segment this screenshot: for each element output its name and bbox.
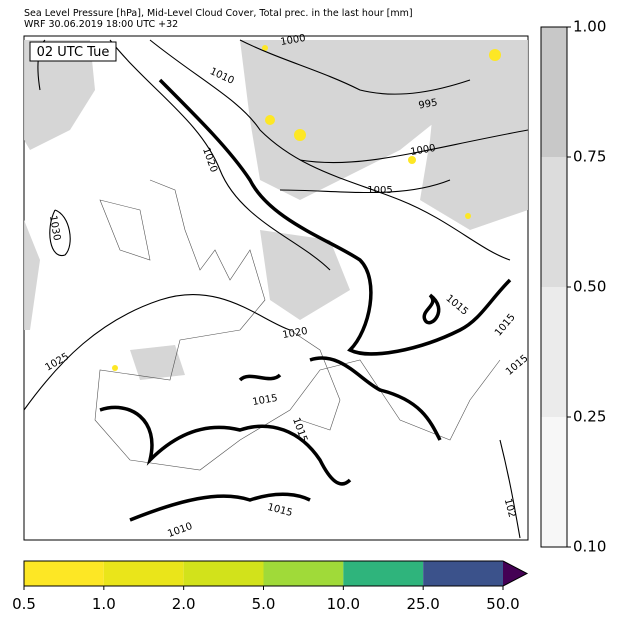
- time-label-box: [29, 41, 117, 62]
- subtitle: WRF 30.06.2019 18:00 UTC +32: [24, 19, 178, 30]
- colorbar-tick-label: 0.75: [573, 148, 606, 166]
- colorbar-segment: [541, 157, 567, 287]
- colorbar-tick-label: 2.0: [172, 595, 196, 613]
- isobar-label: 1015: [252, 393, 279, 408]
- colorbar-segment: [541, 27, 567, 157]
- colorbar-segment: [423, 561, 503, 586]
- isobar-label: 995: [418, 97, 439, 111]
- precip-colorbar: 0.5 1.0 2.0 5.0 10.0 25.0 50.0: [12, 560, 529, 613]
- isobar-label: 1005: [367, 185, 392, 196]
- isobar-label: 1030: [47, 215, 62, 242]
- colorbar-tick-label: 0.10: [573, 538, 606, 556]
- isobar-label: 102: [502, 497, 518, 518]
- colorbar-tick-label: 50.0: [486, 595, 519, 613]
- colorbar-tick-label: 5.0: [252, 595, 276, 613]
- colorbar-tick-label: 10.0: [327, 595, 360, 613]
- coastlines: [94, 179, 501, 471]
- cloud-colorbar: 0.10 0.25 0.50 0.75 1.00: [540, 18, 606, 556]
- colorbar-tick-label: 25.0: [406, 595, 439, 613]
- colorbar-segment: [263, 561, 344, 586]
- isobars: [23, 39, 529, 539]
- colorbar-segment: [343, 561, 424, 586]
- isobar-label: 1000: [410, 143, 437, 158]
- colorbar-segment: [183, 561, 264, 586]
- precipitation: [112, 45, 501, 371]
- colorbar-segment: [541, 417, 567, 547]
- colorbar-segment: [24, 561, 104, 586]
- isobar-label: 1000: [280, 33, 307, 48]
- colorbar-tick-label: 1.0: [92, 595, 116, 613]
- colorbar-segment: [541, 287, 567, 417]
- isobar-label: 1020: [282, 326, 309, 341]
- isobar-1015: [99, 78, 512, 522]
- colorbar-tick-label: 0.25: [573, 408, 606, 426]
- cloud-cover: [24, 40, 528, 380]
- colorbar-tick-label: 1.00: [573, 18, 606, 36]
- title: Sea Level Pressure [hPa], Mid-Level Clou…: [24, 8, 413, 19]
- colorbar-tick-label: 0.50: [573, 278, 606, 296]
- colorbar-segment: [103, 561, 184, 586]
- map: 02 UTC Tue: [23, 35, 529, 541]
- colorbar-extension: [503, 561, 527, 586]
- time-label: 02 UTC Tue: [37, 45, 110, 60]
- colorbar-tick-label: 0.5: [12, 595, 36, 613]
